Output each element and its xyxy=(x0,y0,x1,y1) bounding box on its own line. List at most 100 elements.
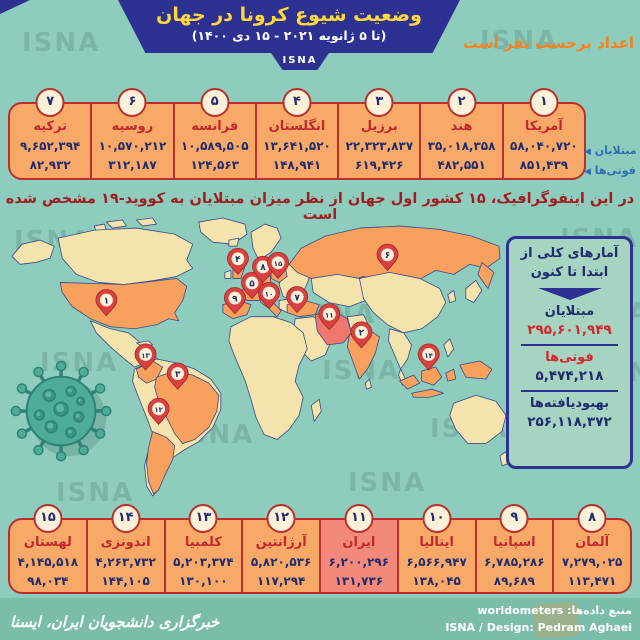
map-pin-2: ۲ xyxy=(350,321,373,349)
map-pin-7: ۷ xyxy=(286,286,309,314)
country-cases: ۴,۲۶۳,۷۳۲ xyxy=(95,555,156,569)
svg-text:۲: ۲ xyxy=(359,329,365,339)
china xyxy=(359,271,447,334)
country-rank-badge: ۱۱ xyxy=(344,504,374,533)
country-deaths: ۹۸,۰۳۴ xyxy=(27,574,69,588)
country-name: ترکیه xyxy=(33,119,68,134)
indochina xyxy=(388,328,413,370)
svg-text:۱۰: ۱۰ xyxy=(265,289,274,298)
country-deaths: ۶۱۹,۴۲۶ xyxy=(355,158,404,172)
cases-row-label: مبتلایان ◀ xyxy=(584,144,637,157)
country-card-10: ۱۰ ایتالیا ۶,۵۶۶,۹۴۷ ۱۳۸,۰۴۵ xyxy=(396,504,475,592)
country-deaths: ۱۴۴,۱۰۵ xyxy=(101,574,150,588)
sumatra xyxy=(399,374,421,390)
country-cases: ۱۰,۵۷۰,۲۱۲ xyxy=(98,139,167,153)
svg-text:۱۲: ۱۲ xyxy=(154,405,163,414)
country-deaths: ۱۳۸,۰۴۵ xyxy=(412,574,461,588)
country-cases: ۶,۵۶۶,۹۴۷ xyxy=(406,555,467,569)
svg-text:۸: ۸ xyxy=(260,263,266,273)
country-name: ایران xyxy=(342,535,376,550)
map-pin-10: ۱۰ xyxy=(258,282,280,310)
map-pin-1: ۱ xyxy=(95,289,118,317)
country-deaths: ۱۲۴,۵۶۳ xyxy=(190,158,239,172)
country-rank-badge: ۸ xyxy=(577,504,607,533)
country-cases: ۱۳,۶۴۱,۵۲۰ xyxy=(263,139,331,153)
country-name: اسپانیا xyxy=(493,535,536,550)
data-source: منبع داده‌ها: worldometers xyxy=(477,603,632,617)
country-name: کلمبیا xyxy=(184,535,222,550)
sulawesi xyxy=(445,368,457,382)
divider xyxy=(521,389,618,392)
left-arrow-icon: ◀ xyxy=(584,167,591,177)
total-cases-label: مبتلایان xyxy=(544,303,595,319)
country-rank-badge: ۱۲ xyxy=(266,504,296,533)
country-name: روسیه xyxy=(111,119,154,134)
japan xyxy=(465,280,483,303)
country-card-13: ۱۳ کلمبیا ۵,۲۰۳,۳۷۴ ۱۳۰,۱۰۰ xyxy=(163,504,242,592)
greenland xyxy=(198,217,248,245)
country-card-15: ۱۵ لهستان ۴,۱۴۵,۵۱۸ ۹۸,۰۳۴ xyxy=(10,504,86,592)
country-deaths: ۱۳۱,۷۳۶ xyxy=(334,574,384,588)
svg-text:۱۵: ۱۵ xyxy=(274,259,283,268)
country-rank-badge: ۲ xyxy=(447,88,477,117)
total-deaths-value: ۵,۴۷۴,۲۱۸ xyxy=(535,367,604,384)
svg-text:۱: ۱ xyxy=(104,296,110,306)
country-cases: ۹,۶۵۲,۳۹۴ xyxy=(19,139,81,153)
map-pin-3: ۳ xyxy=(166,362,189,390)
map-pin-11: ۱۱ xyxy=(318,303,341,331)
svg-text:۱۳: ۱۳ xyxy=(141,351,150,360)
isna-watermark: ISNA xyxy=(56,478,135,508)
country-rank-badge: ۵ xyxy=(200,88,230,117)
country-cases: ۲۲,۳۲۳,۸۳۷ xyxy=(345,139,414,153)
country-cases: ۱۰,۵۸۹,۵۰۵ xyxy=(180,139,249,153)
divider xyxy=(521,343,618,346)
country-rank-badge: ۴ xyxy=(282,88,312,117)
svg-text:۱۴: ۱۴ xyxy=(424,351,433,360)
isna-brand-tab: ISNA xyxy=(271,53,329,70)
country-cases: ۳۵,۰۱۸,۳۵۸ xyxy=(427,139,496,153)
usa xyxy=(59,278,188,330)
country-card-3: ۳ برزیل ۲۲,۳۲۳,۸۳۷ ۶۱۹,۴۲۶ xyxy=(337,88,419,178)
new-zealand xyxy=(499,451,508,467)
design-credit: ISNA / Design: Pedram Aghaei xyxy=(445,620,632,634)
country-rank-badge: ۷ xyxy=(35,88,65,117)
country-deaths: ۱۱۷,۲۹۴ xyxy=(256,574,306,588)
map-pin-9: ۹ xyxy=(223,287,246,315)
page-title: وضعیت شیوع کرونا در جهان xyxy=(156,4,422,26)
country-card-5: ۵ فرانسه ۱۰,۵۸۹,۵۰۵ ۱۲۴,۵۶۳ xyxy=(172,88,255,178)
country-cases: ۶,۲۰۰,۲۹۶ xyxy=(328,555,390,569)
country-name: برزیل xyxy=(360,119,398,134)
country-name: آرژانتین xyxy=(255,535,307,550)
units-note: اعداد برحسب نفر است xyxy=(462,34,634,52)
country-card-12: ۱۲ آرژانتین ۵,۸۲۰,۵۳۶ ۱۱۷,۲۹۴ xyxy=(241,504,319,592)
deaths-row-label: فوتی‌ها ◀ xyxy=(584,164,636,177)
isna-watermark: ISNA xyxy=(40,348,119,378)
country-deaths: ۱۱۳,۴۷۱ xyxy=(567,574,617,588)
country-deaths: ۸۲,۹۳۲ xyxy=(29,158,71,172)
credits: منبع داده‌ها: worldometers ISNA / Design… xyxy=(445,602,632,636)
country-name: انگلستان xyxy=(268,119,326,134)
row-legend: مبتلایان ◀ فوتی‌ها ◀ xyxy=(584,141,638,181)
country-card-7: ۷ ترکیه ۹,۶۵۲,۳۹۴ ۸۲,۹۳۲ xyxy=(10,88,90,178)
country-card-4: ۴ انگلستان ۱۳,۶۴۱,۵۲۰ ۱۴۸,۹۴۱ xyxy=(254,88,337,178)
svg-text:۳: ۳ xyxy=(175,370,181,380)
country-rank-badge: ۱۵ xyxy=(33,504,63,533)
country-deaths: ۳۱۲,۱۸۷ xyxy=(108,158,157,172)
country-rank-badge: ۶ xyxy=(117,88,147,117)
top-countries-row: ۱ آمریکا ۵۸,۰۴۰,۷۲۰ ۸۵۱,۴۳۹ ۲ هند ۳۵,۰۱۸,۳۵۸ ۴۸… xyxy=(8,88,586,180)
country-rank-badge: ۳ xyxy=(364,88,394,117)
country-cases: ۴,۱۴۵,۵۱۸ xyxy=(17,555,79,569)
infographic-headline: در این اینفوگرافیک، ۱۵ کشور اول جهان از … xyxy=(5,191,635,223)
country-name: ایتالیا xyxy=(419,535,454,550)
bottom-countries-row: ۸ آلمان ۷,۲۷۹,۰۲۵ ۱۱۳,۴۷۱ ۹ اسپانیا ۶,۷۸۵,۲۸۶ ۸… xyxy=(8,504,632,594)
country-deaths: ۸۹,۶۸۹ xyxy=(493,574,535,588)
isna-watermark: ISNA xyxy=(348,468,427,498)
argentina xyxy=(146,431,176,495)
svg-text:۴: ۴ xyxy=(235,255,241,265)
new-guinea xyxy=(459,360,493,380)
total-cases-value: ۲۹۵,۶۰۱,۹۴۹ xyxy=(527,321,612,338)
country-name: لهستان xyxy=(23,535,72,550)
country-rank-badge: ۱۳ xyxy=(188,504,218,533)
country-cases: ۶,۷۸۵,۲۸۶ xyxy=(484,555,545,569)
